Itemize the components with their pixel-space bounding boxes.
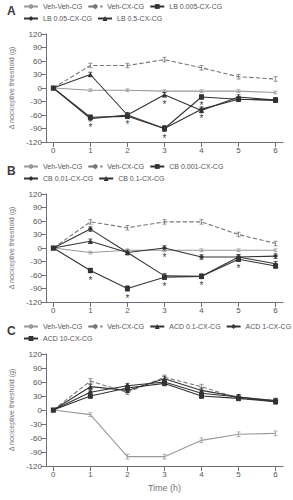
svg-text:*: * xyxy=(163,252,167,263)
svg-text:30: 30 xyxy=(33,230,42,239)
svg-text:Time (h): Time (h) xyxy=(148,483,181,493)
svg-text:LB 0.005-CX-CG: LB 0.005-CX-CG xyxy=(169,3,222,10)
svg-text:A: A xyxy=(7,4,16,18)
svg-text:-120: -120 xyxy=(26,462,43,471)
svg-text:4: 4 xyxy=(199,470,204,479)
svg-text:*: * xyxy=(200,100,204,111)
svg-text:-30: -30 xyxy=(30,97,42,106)
svg-text:120: 120 xyxy=(29,30,43,39)
svg-text:0: 0 xyxy=(51,470,56,479)
svg-text:5: 5 xyxy=(236,146,241,155)
svg-text:0: 0 xyxy=(37,244,42,253)
svg-text:6: 6 xyxy=(273,470,278,479)
svg-text:Veh-Veh-CG: Veh-Veh-CG xyxy=(43,323,82,330)
svg-text:Veh-CX-CG: Veh-CX-CG xyxy=(107,323,144,330)
svg-text:120: 120 xyxy=(29,350,43,359)
svg-text:6: 6 xyxy=(273,146,278,155)
svg-text:Δ nociceptive threshold (g): Δ nociceptive threshold (g) xyxy=(8,369,16,452)
svg-text:*: * xyxy=(88,275,92,286)
svg-text:ACD 0.1-CX-CG: ACD 0.1-CX-CG xyxy=(169,323,220,330)
svg-text:Veh-Veh-CG: Veh-Veh-CG xyxy=(43,3,82,10)
svg-text:0: 0 xyxy=(51,146,56,155)
svg-text:CB 0.1-CX-CG: CB 0.1-CX-CG xyxy=(118,175,164,182)
svg-text:6: 6 xyxy=(273,306,278,315)
svg-text:-90: -90 xyxy=(30,448,42,457)
svg-text:-60: -60 xyxy=(30,434,42,443)
svg-text:*: * xyxy=(163,133,167,144)
svg-text:Veh-Veh-CG: Veh-Veh-CG xyxy=(43,163,82,170)
svg-text:*: * xyxy=(237,263,241,274)
svg-text:1: 1 xyxy=(88,146,93,155)
svg-text:2: 2 xyxy=(125,306,130,315)
svg-text:Δ nociceptive threshold (g): Δ nociceptive threshold (g) xyxy=(8,207,16,290)
svg-text:5: 5 xyxy=(236,306,241,315)
svg-text:Δ nociceptive threshold (g): Δ nociceptive threshold (g) xyxy=(8,47,16,130)
svg-text:*: * xyxy=(163,99,167,110)
svg-text:CB 0.001-CX-CG: CB 0.001-CX-CG xyxy=(169,163,223,170)
svg-text:90: 90 xyxy=(33,43,42,52)
svg-text:2: 2 xyxy=(125,470,130,479)
svg-text:1: 1 xyxy=(88,306,93,315)
svg-text:4: 4 xyxy=(199,146,204,155)
svg-text:3: 3 xyxy=(162,146,167,155)
svg-text:*: * xyxy=(163,281,167,292)
svg-text:5: 5 xyxy=(236,470,241,479)
svg-text:LB 0.05-CX-CG: LB 0.05-CX-CG xyxy=(43,15,92,22)
svg-text:ACD 1-CX-CG: ACD 1-CX-CG xyxy=(246,323,292,330)
svg-text:-90: -90 xyxy=(30,124,42,133)
svg-text:*: * xyxy=(125,293,129,304)
svg-text:-60: -60 xyxy=(30,111,42,120)
svg-text:LB 0.5-CX-CG: LB 0.5-CX-CG xyxy=(117,15,162,22)
svg-text:3: 3 xyxy=(162,306,167,315)
svg-text:30: 30 xyxy=(33,70,42,79)
svg-text:-90: -90 xyxy=(30,284,42,293)
svg-text:2: 2 xyxy=(125,146,130,155)
svg-text:CB 0.01-CX-CG: CB 0.01-CX-CG xyxy=(43,175,93,182)
svg-text:Veh-CX-CG: Veh-CX-CG xyxy=(107,3,144,10)
svg-text:120: 120 xyxy=(29,190,43,199)
svg-text:0: 0 xyxy=(51,306,56,315)
svg-text:60: 60 xyxy=(33,378,42,387)
svg-text:C: C xyxy=(7,324,16,338)
svg-text:1: 1 xyxy=(88,470,93,479)
svg-text:60: 60 xyxy=(33,57,42,66)
svg-text:-30: -30 xyxy=(30,257,42,266)
svg-text:0: 0 xyxy=(37,84,42,93)
svg-text:-120: -120 xyxy=(26,138,43,147)
svg-text:0: 0 xyxy=(37,406,42,415)
svg-text:-30: -30 xyxy=(30,420,42,429)
svg-text:90: 90 xyxy=(33,364,42,373)
svg-text:B: B xyxy=(7,164,16,178)
svg-text:*: * xyxy=(200,113,204,124)
svg-text:*: * xyxy=(200,280,204,291)
svg-text:30: 30 xyxy=(33,392,42,401)
svg-text:4: 4 xyxy=(199,306,204,315)
svg-text:-60: -60 xyxy=(30,271,42,280)
svg-text:60: 60 xyxy=(33,217,42,226)
svg-text:ACD 10-CX-CG: ACD 10-CX-CG xyxy=(43,335,92,342)
svg-text:*: * xyxy=(88,122,92,133)
svg-text:3: 3 xyxy=(162,470,167,479)
svg-text:90: 90 xyxy=(33,203,42,212)
svg-text:-120: -120 xyxy=(26,298,43,307)
svg-text:Veh-CX-CG: Veh-CX-CG xyxy=(107,163,144,170)
svg-text:*: * xyxy=(125,119,129,130)
